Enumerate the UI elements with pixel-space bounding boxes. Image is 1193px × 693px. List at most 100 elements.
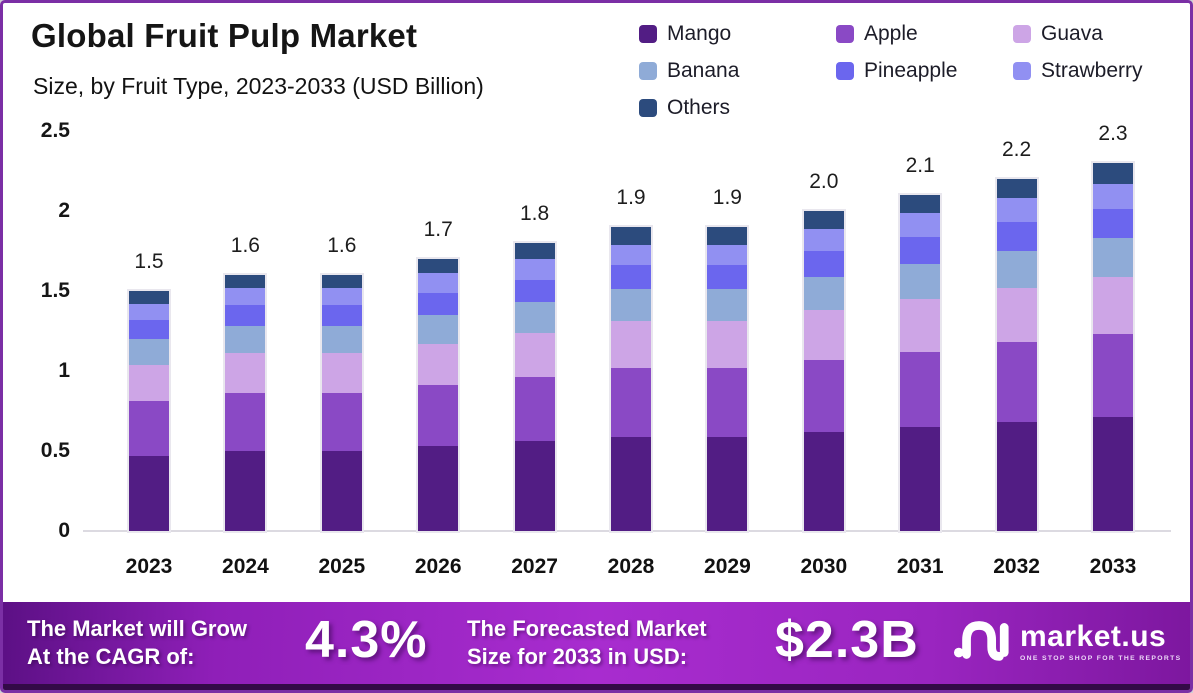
bar-segment-apple — [129, 401, 169, 456]
bar-total-label: 2.0 — [809, 170, 839, 193]
x-axis-label: 2026 — [414, 555, 462, 578]
cagr-label: The Market will Grow At the CAGR of: — [27, 615, 247, 671]
bar-segment-others — [225, 275, 266, 288]
bar-segment-guava — [514, 332, 555, 378]
bar-segment-others — [707, 227, 748, 245]
y-axis-tick-label: 0 — [58, 519, 70, 542]
x-axis-label: 2024 — [222, 555, 269, 578]
bar-segment-pineapple — [707, 265, 748, 290]
stacked-bar-2028 — [611, 227, 651, 531]
bar-segment-mango — [707, 436, 748, 531]
bar-segment-mango — [611, 436, 651, 531]
bar-segment-mango — [803, 431, 844, 531]
legend-swatch-banana-icon — [639, 61, 657, 80]
y-axis-tick-label: 0.5 — [40, 439, 70, 462]
bar-segment-others — [514, 243, 555, 260]
bar-segment-apple — [514, 377, 555, 442]
bar-segment-banana — [803, 276, 844, 311]
page-title: Global Fruit Pulp Market — [31, 17, 418, 54]
bar-segment-banana — [996, 251, 1037, 288]
bar-segment-pineapple — [129, 319, 169, 340]
bar-segment-guava — [803, 310, 844, 360]
bar-segment-pineapple — [514, 279, 555, 303]
forecast-label-line1: The Forecasted Market — [467, 616, 707, 641]
bar-segment-pineapple — [418, 292, 459, 316]
bar-segment-mango — [900, 427, 941, 531]
bar-segment-pineapple — [611, 265, 651, 290]
bar-segment-strawberry — [900, 212, 941, 237]
cagr-value: 4.3% — [305, 611, 428, 669]
stacked-bar-2027 — [514, 243, 555, 531]
bar-total-label: 1.6 — [327, 234, 357, 257]
bar-segment-strawberry — [514, 259, 555, 280]
bar-segment-apple — [418, 385, 459, 447]
legend-swatch-strawberry-icon — [1013, 61, 1031, 80]
bar-segment-banana — [321, 326, 362, 354]
legend: Mango Apple Guava Banana Pineapple Strawberry… — [639, 15, 1183, 126]
bar-segment-mango — [1093, 417, 1133, 531]
bar-segment-others — [611, 227, 651, 245]
bar-total-label: 1.5 — [134, 250, 164, 273]
bar-segment-guava — [225, 353, 266, 394]
bar-segment-banana — [225, 326, 266, 354]
bar-segment-guava — [611, 321, 651, 368]
stacked-bar-2024 — [225, 275, 266, 531]
bar-segment-guava — [1093, 276, 1133, 335]
bar-total-label: 1.6 — [230, 234, 260, 257]
x-axis-label: 2027 — [511, 555, 558, 578]
bar-segment-strawberry — [803, 228, 844, 252]
cagr-label-line2: At the CAGR of: — [27, 644, 195, 669]
legend-label: Guava — [1041, 21, 1103, 45]
bar-total-label: 1.9 — [712, 186, 742, 209]
stacked-bar-2033 — [1093, 163, 1133, 531]
stacked-bar-2030 — [803, 211, 844, 531]
plot-area: 2.5 2 1.5 1 0.5 0 1.5 2023 1.6 2024 1.6 2025 1.7 2026… — [3, 3, 1190, 690]
x-axis-label: 2025 — [318, 555, 366, 578]
footer-banner: The Market will Grow At the CAGR of: 4.3… — [3, 602, 1190, 690]
bar-segment-strawberry — [225, 287, 266, 306]
legend-label: Mango — [667, 21, 732, 45]
bar-segment-guava — [900, 299, 941, 352]
bar-segment-others — [321, 275, 362, 288]
bar-segment-apple — [611, 367, 651, 437]
bar-segment-others — [803, 211, 844, 229]
brand-tagline: ONE STOP SHOP FOR THE REPORTS — [1020, 655, 1182, 662]
bar-segment-apple — [1093, 334, 1133, 418]
legend-item-apple: Apple — [836, 22, 1013, 46]
bar-segment-strawberry — [129, 303, 169, 320]
brand-name: market.us — [1020, 620, 1167, 653]
legend-swatch-mango-icon — [639, 24, 657, 43]
x-axis-label: 2028 — [607, 555, 655, 578]
bar-segment-strawberry — [1093, 183, 1133, 210]
bar-segment-others — [129, 291, 169, 304]
forecast-label-line2: Size for 2033 in USD: — [467, 644, 688, 669]
x-axis-label: 2031 — [896, 555, 944, 578]
stacked-bar-2025 — [321, 275, 362, 531]
legend-swatch-pineapple-icon — [836, 61, 854, 80]
bar-segment-apple — [803, 359, 844, 432]
bar-total-label: 2.1 — [905, 154, 935, 177]
bar-segment-apple — [225, 393, 266, 451]
bar-total-label: 1.8 — [519, 202, 550, 225]
y-axis-tick-label: 1.5 — [40, 279, 70, 302]
bar-segment-strawberry — [418, 273, 459, 293]
bar-segment-strawberry — [611, 244, 651, 266]
bar-segment-mango — [418, 446, 459, 531]
stacked-bar-2031 — [900, 195, 941, 531]
bar-segment-strawberry — [707, 244, 748, 266]
legend-label: Pineapple — [864, 58, 958, 82]
legend-item-others: Others — [639, 96, 836, 120]
bar-segment-others — [900, 195, 941, 213]
legend-label: Strawberry — [1041, 58, 1143, 82]
stacked-bar-2032 — [996, 179, 1037, 531]
bar-segment-pineapple — [321, 305, 362, 327]
x-axis-label: 2033 — [1089, 555, 1137, 578]
marketus-logo-icon — [953, 614, 1011, 669]
bar-segment-banana — [129, 339, 169, 365]
bar-total-label: 1.7 — [423, 218, 453, 241]
bar-total-label: 2.2 — [1001, 138, 1032, 161]
bar-segment-guava — [321, 353, 362, 394]
bar-segment-others — [418, 259, 459, 274]
bar-segment-pineapple — [225, 305, 266, 327]
